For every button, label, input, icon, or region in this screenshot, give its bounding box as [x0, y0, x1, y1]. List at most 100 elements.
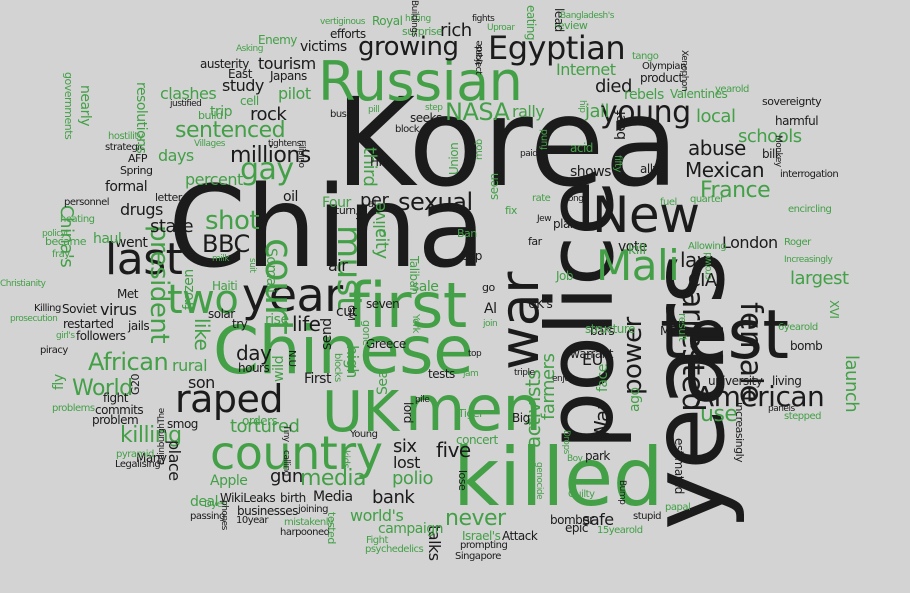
- word-war2: War: [590, 402, 614, 440]
- word-resolutions: resolutions: [133, 82, 149, 154]
- word-russian: Russian: [318, 50, 523, 113]
- word-stepped: stepped: [784, 411, 821, 422]
- word-pilot: pilot: [278, 84, 311, 103]
- word-fuel: fuel: [660, 197, 677, 208]
- word-rally: rally: [512, 102, 545, 121]
- word-many: Many: [136, 451, 167, 465]
- word-strategic: strategic: [105, 142, 145, 153]
- word-austerity: austerity: [200, 57, 249, 71]
- word-allowing: Allowing: [688, 241, 727, 252]
- word-tightens: tightens: [268, 139, 301, 149]
- word-new: New: [592, 186, 700, 244]
- word-epic: epic: [565, 521, 588, 535]
- word-birth: birth: [280, 491, 306, 505]
- word-sexual: sexual: [398, 188, 473, 216]
- word-millions: millions: [230, 143, 311, 168]
- word-guilty: Guilty: [568, 489, 595, 500]
- word-fund: fund: [539, 129, 550, 150]
- word-genocide: genocide: [534, 462, 544, 500]
- word-quarter: quarter: [690, 194, 724, 205]
- word-xvi: XVI: [827, 300, 841, 319]
- word-phones: phones: [219, 500, 229, 530]
- word-tested: tested: [325, 512, 338, 544]
- word-beef: beef: [613, 110, 629, 140]
- word-york: York: [410, 314, 421, 333]
- word-heating: heating: [60, 214, 95, 225]
- word-victims: victims: [300, 39, 347, 55]
- word-stupid: stupid: [633, 511, 661, 522]
- word-fly: fly: [51, 374, 67, 390]
- word-worlds: world's: [350, 506, 404, 525]
- word-hours: hours: [238, 361, 270, 375]
- word-estimated: estimated: [672, 438, 686, 494]
- word-like: like: [190, 318, 214, 351]
- word-haul: haul: [93, 231, 122, 247]
- word-nearly: nearly: [77, 85, 93, 126]
- word-frozen: frozen: [181, 269, 197, 310]
- word-dyes: Dyes: [204, 499, 227, 510]
- word-clashes: clashes: [160, 84, 217, 103]
- word-nasa: NASA: [445, 98, 510, 126]
- word-tourism: tourism: [258, 54, 316, 73]
- word-young2: Young: [350, 429, 378, 440]
- word-solar: solar: [208, 307, 235, 321]
- word-six: six: [393, 436, 417, 457]
- word-sentenced: sentenced: [175, 118, 286, 143]
- word-nu: N.U: [286, 350, 297, 367]
- word-seven: seven: [366, 297, 400, 311]
- word-jails: jails: [128, 319, 150, 333]
- word-bus: bus: [330, 109, 347, 120]
- word-days: days: [158, 146, 194, 165]
- word-commits: commits: [95, 403, 144, 417]
- word-park: park: [585, 449, 610, 463]
- word-fight: fight: [103, 391, 129, 405]
- word-bomber: bomber: [550, 513, 594, 527]
- word-met: Met: [117, 287, 138, 301]
- word-pile: pile: [415, 395, 430, 405]
- word-try: try: [232, 317, 248, 331]
- word-sale: sale: [412, 279, 439, 295]
- word-jail: jail: [585, 101, 610, 122]
- word-seen: seen: [487, 173, 501, 200]
- word-never: never: [445, 506, 506, 531]
- word-warrant: warrant: [570, 347, 614, 361]
- word-al2: al: [368, 199, 376, 210]
- word-sea: Sea: [375, 370, 391, 395]
- word-uk: UK: [322, 380, 399, 445]
- word-two: two: [167, 277, 239, 323]
- word-rural: rural: [172, 356, 208, 375]
- word-oil: oil: [283, 189, 298, 205]
- word-pyramid: pyramid: [116, 449, 154, 460]
- word-place: place: [165, 440, 184, 481]
- word-trip: trip: [210, 104, 233, 120]
- word-legalising: Legalising: [115, 459, 161, 470]
- word-drops: Drops: [561, 430, 571, 454]
- word-prompting: prompting: [460, 540, 508, 551]
- word-kong: Kong: [563, 194, 584, 204]
- word-edinburghthe: EdinburghThe: [157, 408, 167, 465]
- word-joining: joining: [298, 504, 328, 515]
- word-papal: papal: [665, 502, 691, 513]
- word-subject: subject: [473, 45, 483, 75]
- word-bars: bars: [590, 324, 615, 338]
- word-tortured: tortured: [230, 416, 300, 437]
- word-ago: ago: [627, 387, 643, 412]
- word-vertiginous: vertiginous: [320, 17, 365, 27]
- word-jew: Jew: [537, 214, 552, 224]
- word-sovereignty: sovereignty: [762, 95, 822, 108]
- word-businesses: businesses: [237, 504, 298, 518]
- word-lose: lose: [456, 470, 469, 491]
- word-go: go: [482, 281, 495, 294]
- word-first: first: [348, 269, 467, 342]
- word-law: law: [680, 248, 713, 272]
- word-justified: justified: [170, 99, 202, 109]
- word-monkey: Monkey: [773, 135, 783, 167]
- word-pill: pill: [368, 105, 380, 115]
- word-arrested: arrested: [675, 290, 710, 412]
- word-milk: milk: [212, 254, 229, 264]
- word-gone: gone: [360, 320, 373, 346]
- word-smog: smog: [167, 417, 198, 431]
- word-campaign: campaign: [378, 521, 444, 537]
- word-g20: G20: [129, 373, 142, 395]
- word-cia: CIA: [688, 270, 717, 291]
